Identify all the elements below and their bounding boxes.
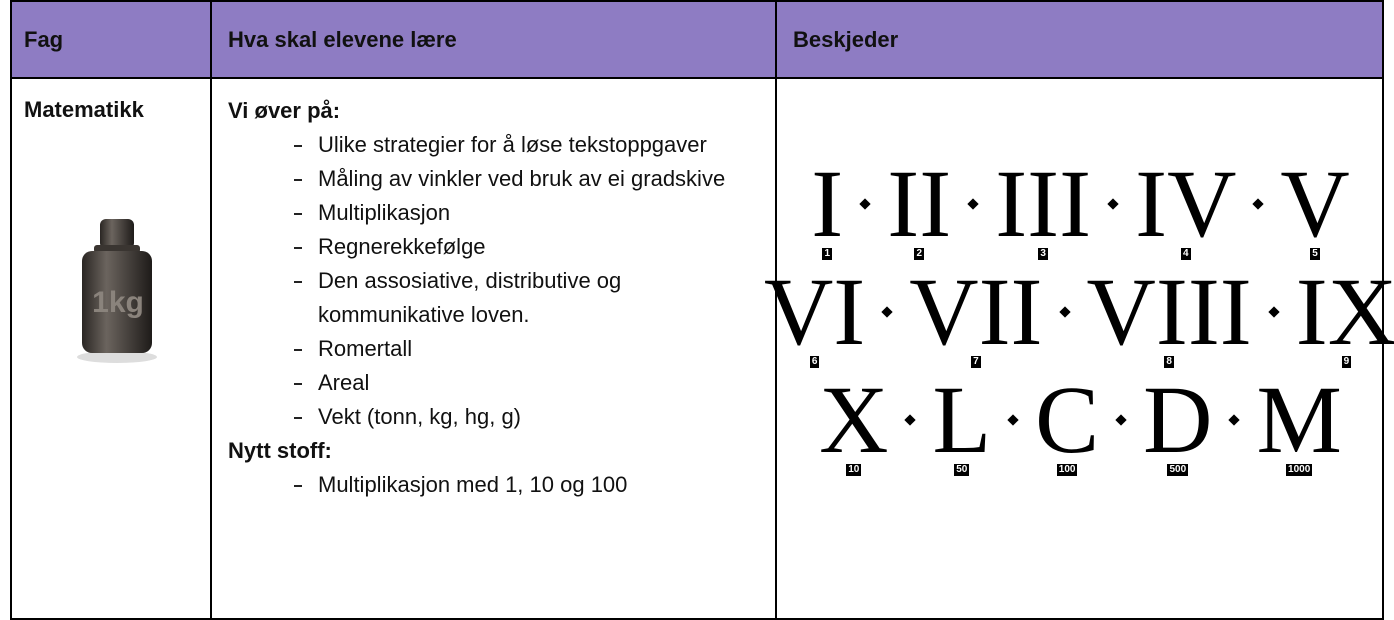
numeral-text: I [811,150,844,257]
numeral-value: 1000 [1286,464,1313,476]
numeral: II 2 [887,150,952,260]
separator [1007,414,1019,426]
bullet-dash [294,485,302,487]
numeral-text: IV [1135,150,1237,257]
list-item: Multiplikasjon med 1, 10 og 100 [228,468,768,502]
numeral-value: 8 [1164,356,1174,368]
numeral-value: 7 [971,356,981,368]
item-text: Regnerekkefølge [318,234,486,259]
list-item: Areal [228,366,768,400]
item-text: Areal [318,370,370,395]
bullet-dash [294,281,302,283]
list-item: Den assosiative, distributive og kommuni… [228,264,768,332]
list-item: Romertall [228,332,768,366]
numeral: VI 6 [763,258,866,368]
subject: Matematikk [24,97,144,122]
numeral-text: C [1035,366,1100,473]
bullet-dash [294,417,302,419]
item-text: Multiplikasjon [318,200,451,225]
numeral-value: 5 [1310,248,1320,260]
numeral: VIII 8 [1086,258,1252,368]
numeral: M 1000 [1256,366,1342,476]
numeral-value: 100 [1056,464,1078,476]
numeral: IV 4 [1135,150,1237,260]
weight-image: 1kg [77,219,157,363]
separator [967,198,979,210]
numeral: X 10 [819,366,889,476]
bullet-dash [294,247,302,249]
header-cell: Beskjeder [793,27,899,52]
content: Vi øver på: Ulike strategier for å løse t… [228,94,768,502]
column-divider [210,2,212,618]
numeral-text: L [932,366,992,473]
item-text: Den assosiative, distributive og kommuni… [318,268,622,327]
numeral-value: 500 [1167,464,1189,476]
bullet-dash [294,349,302,351]
numeral: C 100 [1035,366,1100,476]
numeral-value: 2 [914,248,924,260]
list-item: Multiplikasjon [228,196,768,230]
numeral-value: 6 [809,356,820,368]
item-text: Multiplikasjon med 1, 10 og 100 [318,472,628,497]
numeral-value: 10 [846,464,862,476]
bullet-dash [294,383,302,385]
numeral: III 3 [995,150,1092,260]
numeral-text: VII [909,258,1043,365]
numeral: D 500 [1143,366,1213,476]
numeral-value: 50 [954,464,970,476]
header-cell: Hva skal elevene lære [228,27,457,52]
numeral: L 50 [932,366,992,476]
header-cell: Fag [24,27,64,52]
numeral-row: X 10 L 50 C 100 D 500 M 1000 [819,366,1342,476]
item-text: Vekt (tonn, kg, hg, g) [318,404,522,429]
numeral-value: 1 [822,248,833,260]
numeral-value: 3 [1038,248,1048,260]
header-row [12,2,1382,79]
separator [904,414,917,426]
numeral-text: VIII [1086,258,1252,365]
section-heading: Nytt stoff: [228,438,332,463]
separator [859,198,871,210]
section-heading: Vi øver på: [228,98,341,123]
numeral-text: VI [763,258,866,365]
separator [881,306,893,318]
numeral-text: X [819,366,889,473]
bullet-dash [294,145,302,147]
numeral-text: III [995,150,1092,257]
item-text: Måling av vinkler ved bruk av ei gradski… [318,166,726,191]
numeral: IX 9 [1295,258,1394,368]
list-item: Måling av vinkler ved bruk av ei gradski… [228,162,768,196]
item-text: Ulike strategier for å løse tekstoppgave… [318,132,707,157]
numeral-row: I 1 II 2 III 3 IV 4 V 5 [811,150,1350,260]
list-item: Ulike strategier for å løse tekstoppgave… [228,128,768,162]
numeral-text: IX [1295,258,1394,365]
separator [1252,198,1265,210]
bullet-dash [294,179,302,181]
page: Fag Hva skal elevene lære Beskjeder Mate… [10,0,1394,620]
separator [1115,414,1127,426]
numeral-value: 9 [1341,356,1352,368]
numeral-text: V [1280,150,1350,257]
separator [1058,306,1071,318]
numeral-text: D [1143,366,1213,473]
bullet-dash [294,213,302,215]
separator [1107,198,1119,210]
roman-numerals: I 1 II 2 III 3 IV 4 V 5 VI 6 VII 7 VIII 8 IX 9 X 10 L 50 C 100 D… [764,150,1394,476]
numeral-text: M [1256,366,1342,473]
numeral-row: VI 6 VII 7 VIII 8 IX 9 [763,258,1394,368]
list-item: Regnerekkefølge [228,230,768,264]
weight-label: 1kg [92,286,144,319]
numeral-value: 4 [1180,248,1191,260]
separator [1268,306,1280,318]
separator [1228,414,1241,426]
numeral-text: II [887,150,952,257]
column-divider [775,2,777,618]
list-item: Vekt (tonn, kg, hg, g) [228,400,768,434]
numeral: VII 7 [909,258,1043,368]
item-text: Romertall [318,336,413,361]
table: Fag Hva skal elevene lære Beskjeder Mate… [10,0,1394,620]
